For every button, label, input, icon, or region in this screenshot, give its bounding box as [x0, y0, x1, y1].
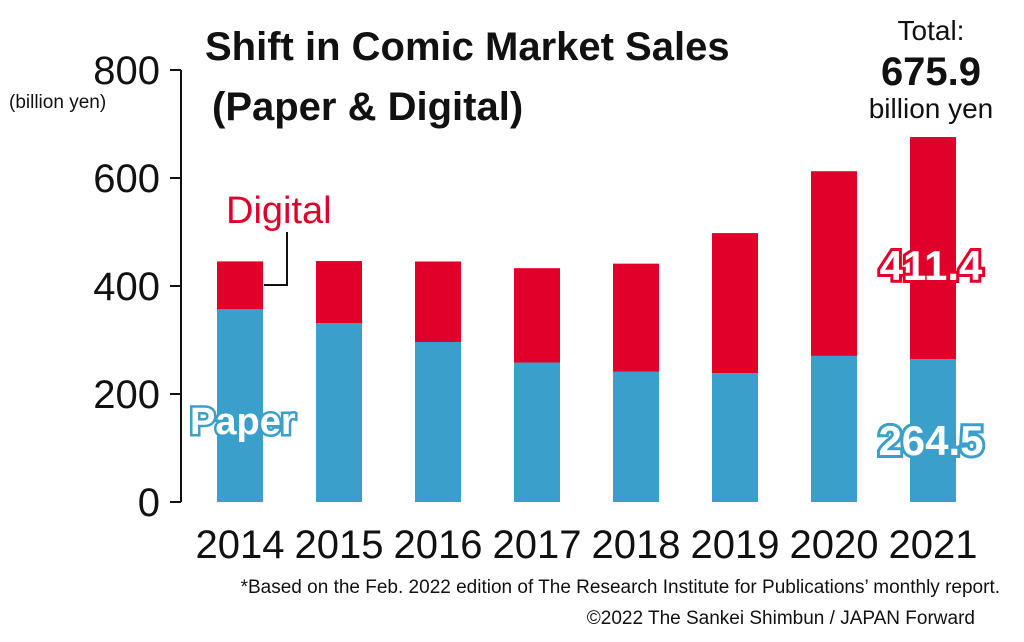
bar-paper-2021	[910, 359, 956, 502]
y-tick-label: 800	[93, 49, 160, 93]
legend-digital: Digital	[226, 190, 332, 232]
bar-digital-2021	[910, 137, 956, 360]
label-paper-2021: 264.5	[878, 417, 983, 464]
x-tick-label: 2014	[196, 523, 285, 567]
x-tick-label: 2018	[592, 523, 681, 567]
bar-paper-2014	[217, 309, 263, 502]
y-tick-label: 0	[138, 481, 160, 525]
chart-title: Shift in Comic Market Sales	[205, 25, 730, 69]
chart-subtitle: (Paper & Digital)	[212, 85, 523, 129]
bar-paper-2016	[415, 341, 461, 502]
x-tick-label: 2020	[790, 523, 879, 567]
bar-digital-2018	[613, 263, 659, 372]
bar-digital-2020	[811, 171, 857, 356]
credit: ©2022 The Sankei Shimbun / JAPAN Forward	[587, 608, 975, 629]
bar-paper-2019	[712, 373, 758, 502]
total-label: Total:	[898, 15, 965, 46]
total-unit: billion yen	[869, 93, 994, 124]
y-tick-label: 600	[93, 157, 160, 201]
x-tick-label: 2021	[889, 523, 978, 567]
legend-paper: Paper	[190, 401, 296, 443]
x-tick-label: 2019	[691, 523, 780, 567]
y-tick-label: 200	[93, 373, 160, 417]
x-tick-label: 2017	[493, 523, 582, 567]
bar-digital-2017	[514, 268, 560, 363]
bar-digital-2014	[217, 261, 263, 310]
footnote: *Based on the Feb. 2022 edition of The R…	[241, 577, 1000, 598]
bar-paper-2017	[514, 362, 560, 502]
bar-paper-2018	[613, 371, 659, 502]
y-ticks: 0 200 400 600 800	[93, 49, 181, 525]
label-digital-2021: 411.4	[880, 242, 983, 289]
bar-digital-2016	[415, 261, 461, 342]
bar-digital-2015	[316, 261, 362, 324]
total-value: 675.9	[881, 50, 981, 94]
bars	[217, 137, 956, 502]
bar-paper-2015	[316, 323, 362, 502]
bar-paper-2020	[811, 355, 857, 502]
x-ticks: 2014 2015 2016 2017 2018 2019 2020 2021	[196, 523, 978, 567]
x-tick-label: 2015	[295, 523, 384, 567]
x-tick-label: 2016	[394, 523, 483, 567]
bar-digital-2019	[712, 233, 758, 374]
y-tick-label: 400	[93, 265, 160, 309]
digital-leader-line	[264, 232, 288, 286]
y-axis-label: (billion yen)	[9, 92, 106, 113]
